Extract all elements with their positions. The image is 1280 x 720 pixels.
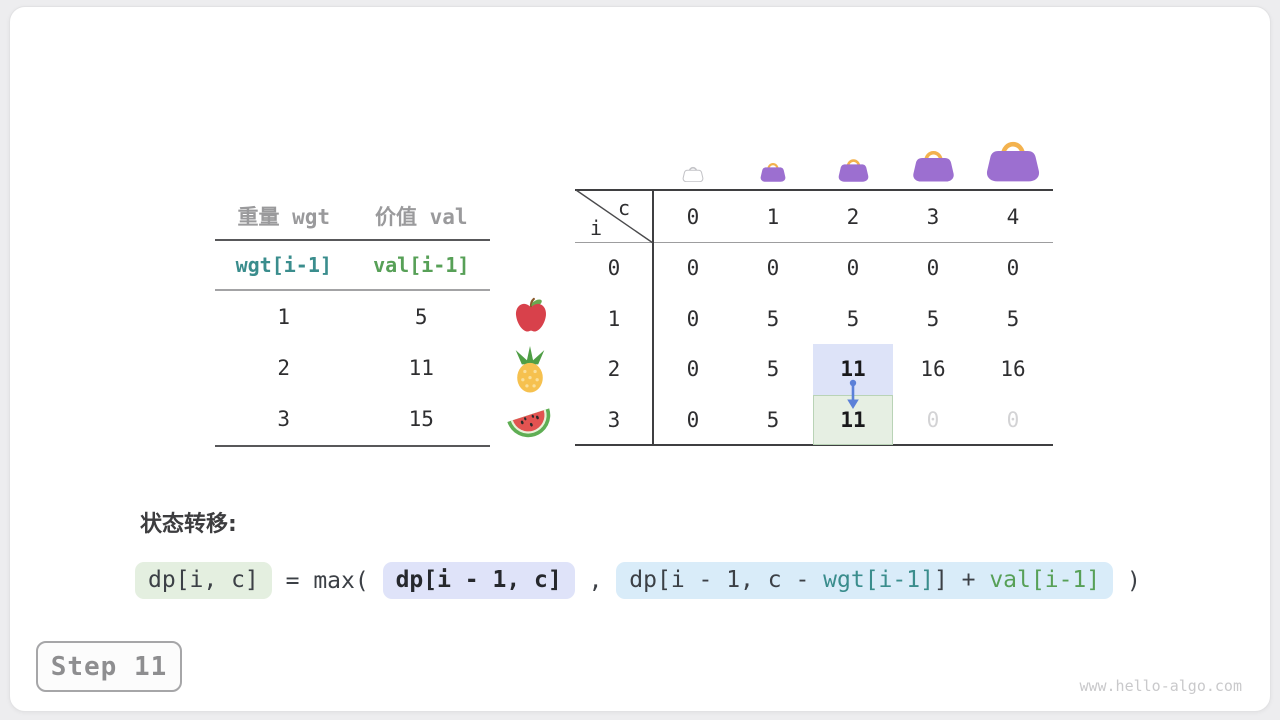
dp-table-header-rule: [575, 242, 1053, 243]
dp-row-label-1: 1: [607, 306, 621, 331]
formula-part: ] +: [933, 567, 990, 593]
transition-arrow-icon: [847, 379, 859, 409]
item-value-cell: 11: [408, 355, 434, 380]
val-var-cell: val[i-1]: [373, 253, 470, 277]
bag-icon-capacity-3: [911, 141, 956, 182]
dp-row-label-3: 3: [607, 407, 621, 432]
step-badge: Step 11: [36, 641, 182, 692]
dp-cell-i1-c4: 5: [1006, 306, 1020, 331]
dp-row-label-0: 0: [607, 256, 621, 281]
dp-cell-i3-c4: 0: [1006, 407, 1020, 432]
step-badge-label: Step 11: [50, 651, 168, 682]
corner-row-var-label: i: [590, 216, 603, 240]
corner-col-var-label: c: [618, 196, 631, 220]
state-transition-formula: dp[i, c] = max( dp[i - 1, c] , dp[i - 1,…: [135, 562, 1141, 599]
dp-table-vertical-rule: [652, 189, 654, 446]
dp-cell-i0-c2: 0: [846, 256, 860, 281]
dp-cell-i3-c3: 0: [926, 407, 940, 432]
dp-cell-i0-c3: 0: [926, 256, 940, 281]
dp-corner-diagonal: [575, 189, 654, 244]
dp-cell-i1-c2: 5: [846, 306, 860, 331]
dp-col-header-0: 0: [686, 204, 700, 229]
dp-cell-i3-c0: 0: [686, 407, 700, 432]
dp-cell-i2-c3: 16: [920, 357, 946, 382]
formula-segment-2: dp[i - 1, c]: [382, 562, 575, 599]
dp-cell-i1-c3: 5: [926, 306, 940, 331]
pineapple-icon: [509, 346, 551, 393]
formula-segment-1: = max(: [271, 567, 383, 594]
value-column-header: 价值 val: [374, 205, 468, 229]
dp-cell-i2-c0: 0: [686, 357, 700, 382]
weight-column-header: 重量 wgt: [237, 205, 331, 229]
items-table-var-row: wgt[i-1] val[i-1]: [215, 241, 490, 291]
bag-icon-capacity-0: [682, 162, 704, 182]
dp-table-bottom-rule: [575, 444, 1053, 446]
item-value-cell: 5: [414, 304, 428, 329]
dp-cell-i2-c1: 5: [766, 357, 780, 382]
dp-cell-i1-c0: 0: [686, 306, 700, 331]
item-weight-cell: 1: [277, 304, 291, 329]
dp-cell-i0-c4: 0: [1006, 256, 1020, 281]
site-watermark: www.hello-algo.com: [1079, 677, 1242, 695]
formula-segment-0: dp[i, c]: [135, 562, 272, 599]
bag-icon-capacity-4: [984, 129, 1042, 182]
apple-icon: [514, 297, 548, 333]
formula-segment-3: ,: [574, 567, 617, 594]
wgt-var-cell: wgt[i-1]: [235, 253, 332, 277]
item-weight-cell: 3: [277, 407, 291, 432]
items-table: 重量 wgt 价值 val wgt[i-1] val[i-1] 1 5 2 11 3 15: [215, 193, 490, 447]
dp-cell-i2-c4: 16: [1000, 357, 1026, 382]
dp-table-top-rule: [575, 189, 1053, 191]
formula-segment-5: ): [1113, 567, 1141, 594]
dp-col-header-4: 4: [1006, 204, 1020, 229]
dp-cell-i1-c1: 5: [766, 306, 780, 331]
formula-segment-4: dp[i - 1, c - wgt[i-1]] + val[i-1]: [616, 562, 1114, 599]
bag-icon-capacity-1: [759, 157, 787, 182]
items-table-rows: 1 5 2 11 3 15: [215, 291, 490, 447]
dp-cell-i0-c1: 0: [766, 256, 780, 281]
bag-icon-capacity-2: [837, 152, 870, 182]
item-value-cell: 15: [408, 407, 434, 432]
formula-part: wgt[i-1]: [823, 567, 934, 593]
item-row: 3 15: [215, 394, 490, 445]
dp-cell-i3-c1: 5: [766, 407, 780, 432]
dp-col-header-2: 2: [846, 204, 860, 229]
dp-col-header-1: 1: [766, 204, 780, 229]
dp-col-header-3: 3: [926, 204, 940, 229]
dp-row-label-2: 2: [607, 357, 621, 382]
item-weight-cell: 2: [277, 355, 291, 380]
watermelon-icon: [506, 401, 553, 441]
dp-cell-i0-c0: 0: [686, 256, 700, 281]
formula-part: val[i-1]: [989, 567, 1101, 593]
items-table-header-row: 重量 wgt 价值 val: [215, 193, 490, 241]
formula-part: dp[i - 1, c -: [629, 567, 824, 593]
item-row: 2 11: [215, 342, 490, 393]
state-transition-label: 状态转移:: [140, 512, 237, 537]
